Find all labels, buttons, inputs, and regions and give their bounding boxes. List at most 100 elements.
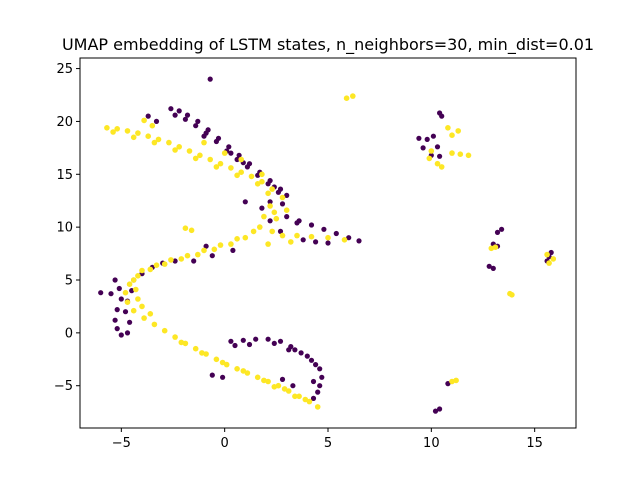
scatter-point-s0-110 [490, 265, 496, 271]
scatter-point-s1-117 [546, 260, 552, 266]
scatter-point-s0-72 [220, 374, 226, 380]
scatter-point-s0-13 [172, 112, 178, 118]
scatter-point-s0-95 [207, 76, 213, 82]
scatter-point-s1-93 [240, 368, 247, 374]
scatter-point-s1-37 [279, 232, 286, 239]
scatter-point-s0-3 [195, 118, 201, 124]
scatter-point-s1-18 [130, 134, 137, 141]
scatter-point-s0-27 [228, 150, 234, 156]
scatter-point-s0-81 [325, 240, 331, 246]
scatter-point-s1-24 [254, 181, 261, 187]
scatter-point-s1-67 [168, 257, 174, 263]
scatter-point-s0-86 [277, 228, 284, 234]
scatter-point-s0-6 [226, 144, 232, 150]
scatter-point-s1-121 [453, 377, 459, 384]
scatter-point-s1-68 [153, 262, 160, 269]
scatter-point-s0-22 [265, 181, 271, 187]
y-tick-label: 20 [56, 115, 73, 130]
scatter-point-s0-37 [124, 330, 131, 336]
scatter-point-s1-58 [124, 299, 131, 306]
scatter-point-s0-41 [129, 288, 135, 294]
x-axis: −5 0 5 10 15 [112, 428, 543, 451]
scatter-point-s1-30 [238, 156, 244, 163]
scatter-point-s1-79 [213, 356, 220, 363]
scatter-point-s1-55 [135, 273, 141, 279]
scatter-point-s1-90 [178, 339, 185, 346]
scatter-point-s0-73 [209, 372, 215, 378]
scatter-point-s1-5 [155, 136, 162, 143]
y-tick-label: 10 [56, 221, 73, 236]
scatter-point-s0-39 [122, 309, 129, 315]
scatter-point-s0-80 [356, 238, 362, 244]
x-tick-label: 15 [526, 436, 543, 451]
scatter-point-s0-65 [292, 347, 298, 353]
scatter-point-s1-83 [254, 374, 261, 381]
y-tick-label: 5 [65, 274, 73, 289]
scatter-point-s1-23 [234, 172, 240, 179]
scatter-point-s1-64 [217, 242, 224, 248]
scatter-point-s0-76 [308, 222, 315, 228]
scatter-point-s1-54 [147, 266, 154, 273]
scatter-point-s1-81 [234, 366, 240, 372]
scatter-point-s0-21 [255, 172, 261, 178]
scatter-point-s1-63 [234, 236, 240, 242]
scatter-point-s1-11 [217, 160, 224, 167]
scatter-point-s1-115 [544, 251, 550, 258]
scatter-point-s1-94 [261, 377, 267, 384]
scatter-point-s1-52 [178, 256, 185, 262]
scatter-point-s0-50 [240, 337, 246, 343]
scatter-point-s1-104 [434, 160, 441, 167]
scatter-point-s1-12 [228, 165, 234, 171]
scatter-point-s0-47 [108, 291, 114, 297]
scatter-point-s1-7 [176, 144, 182, 150]
scatter-point-s0-58 [319, 374, 325, 380]
scatter-point-s1-106 [426, 155, 433, 162]
scatter-point-s1-39 [308, 233, 315, 240]
scatter-point-s1-32 [279, 194, 286, 201]
scatter-point-s0-77 [321, 226, 327, 232]
scatter-point-s1-74 [147, 311, 154, 317]
scatter-point-s0-109 [486, 263, 492, 269]
scatter-point-s0-111 [548, 249, 554, 256]
scatter-point-s1-4 [145, 133, 151, 139]
scatter-point-s1-25 [265, 190, 271, 197]
scatter-point-s1-43 [250, 228, 257, 235]
scatter-point-s0-46 [172, 258, 178, 264]
scatter-point-s0-24 [145, 113, 151, 119]
scatter-point-s1-10 [207, 156, 213, 163]
scatter-point-s1-42 [273, 215, 280, 222]
scatter-point-s0-57 [317, 366, 323, 372]
scatter-point-s0-98 [416, 135, 422, 141]
scatter-point-s0-94 [203, 243, 209, 249]
scatter-point-s1-87 [296, 393, 302, 400]
scatter-point-s1-89 [314, 404, 321, 410]
scatter-point-s0-7 [236, 152, 242, 158]
scatter-point-s1-33 [267, 203, 273, 209]
scatter-point-s0-20 [244, 164, 250, 170]
scatter-point-s0-52 [265, 336, 271, 342]
scatter-point-s1-105 [438, 164, 445, 170]
scatter-point-s1-56 [126, 281, 133, 288]
scatter-point-s1-73 [139, 303, 145, 310]
scatter-point-s1-69 [139, 267, 145, 274]
scatter-point-s0-84 [294, 220, 300, 226]
scatter-point-s1-14 [248, 173, 255, 180]
scatter-point-s1-72 [135, 296, 141, 302]
scatter-point-s1-48 [242, 234, 249, 241]
y-axis: −5 0 5 10 15 20 25 [54, 62, 80, 394]
scatter-point-s1-13 [238, 169, 244, 175]
scatter-point-s1-99 [182, 225, 189, 231]
scatter-point-s1-34 [261, 213, 267, 220]
scatter-point-s0-59 [317, 383, 323, 389]
scatter-point-s0-101 [420, 145, 426, 151]
scatter-point-s0-53 [277, 338, 284, 344]
x-tick-label: 0 [221, 436, 229, 451]
scatter-point-s0-70 [290, 383, 296, 389]
scatter-point-s1-15 [259, 178, 265, 185]
scatter-point-s0-51 [253, 336, 259, 342]
scatter-point-s1-8 [186, 148, 193, 154]
scatter-point-s0-68 [310, 378, 317, 385]
scatter-point-s1-108 [457, 151, 464, 157]
scatter-point-s1-62 [161, 327, 168, 334]
